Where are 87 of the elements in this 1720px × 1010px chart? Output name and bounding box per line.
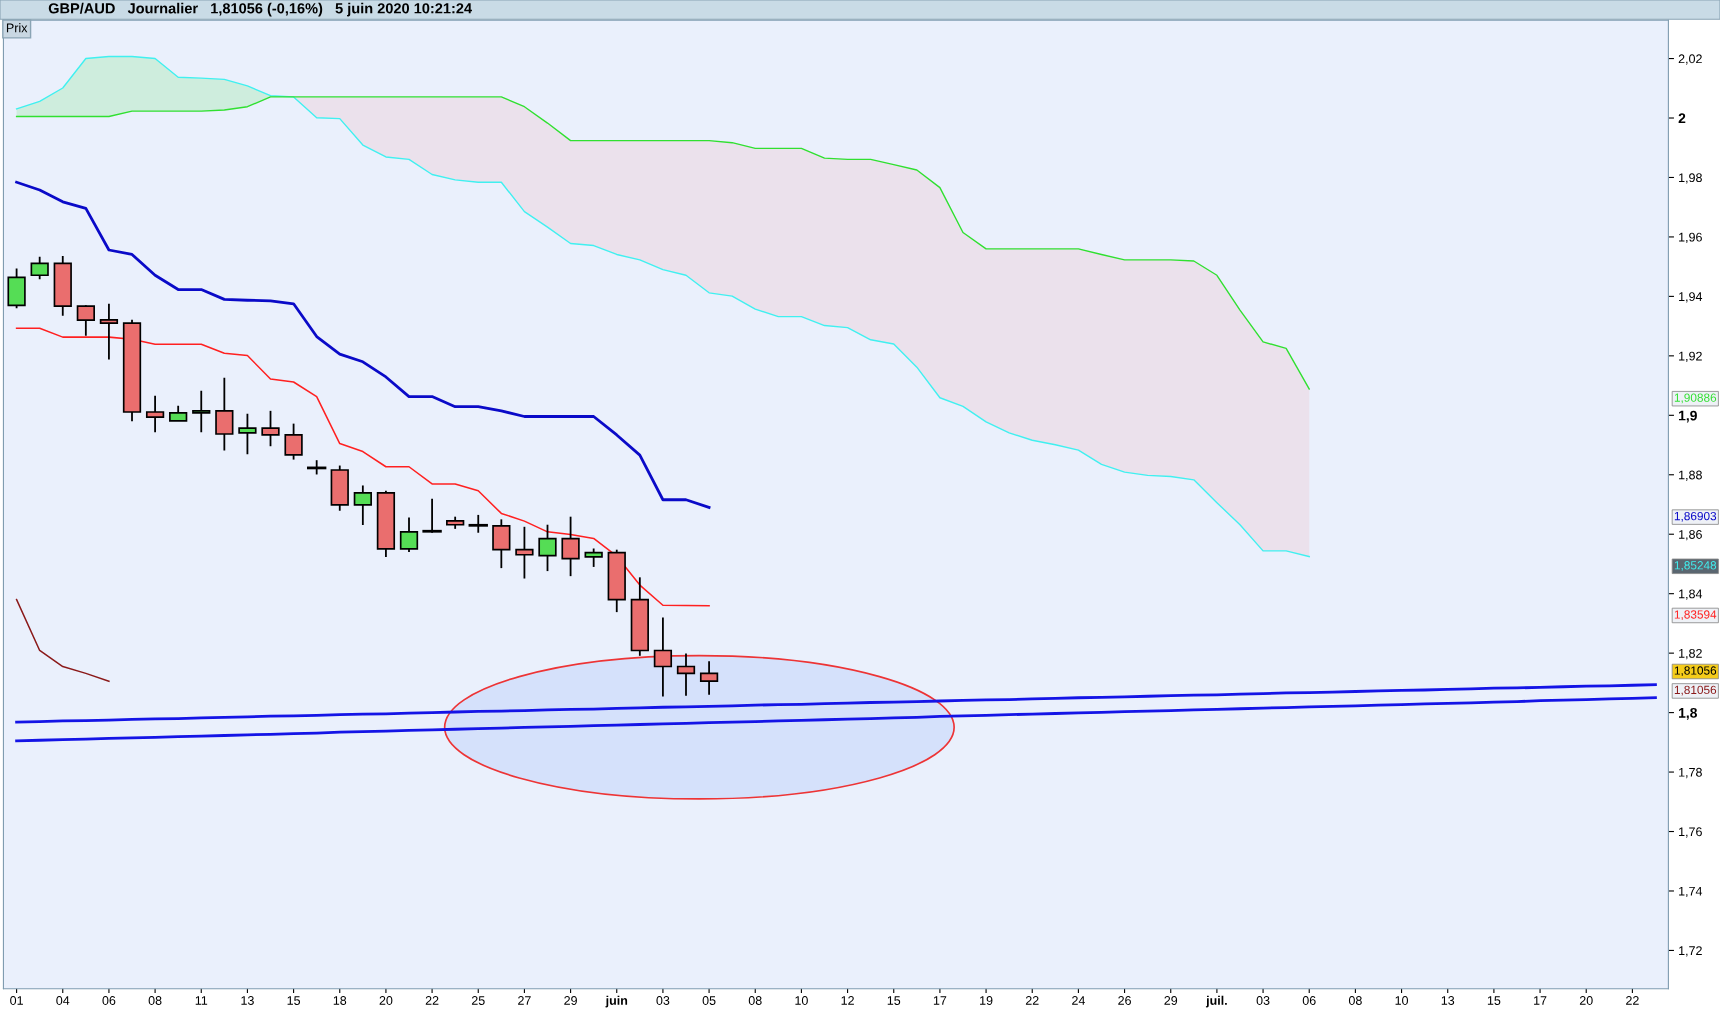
y-tick-label: 2,02 bbox=[1678, 54, 1702, 65]
x-tick-label: 26 bbox=[1118, 996, 1131, 1005]
candlestick bbox=[99, 302, 119, 361]
x-tick-label: 18 bbox=[333, 996, 347, 1005]
x-tick-label: 29 bbox=[564, 996, 577, 1005]
candlestick bbox=[284, 422, 303, 461]
y-tick-label: 1,9 bbox=[1679, 410, 1697, 423]
candlestick bbox=[261, 409, 280, 448]
candlestick bbox=[676, 652, 696, 697]
text: 1,81056 bbox=[1674, 666, 1717, 677]
candlestick bbox=[584, 547, 603, 568]
y-tick-label: 1,82 bbox=[1679, 648, 1702, 660]
x-tick-label: 04 bbox=[56, 996, 70, 1005]
line-series bbox=[15, 683, 1657, 724]
x-tick-label: 03 bbox=[1256, 996, 1270, 1005]
candlestick bbox=[653, 616, 673, 698]
y-tick-label: 1,72 bbox=[1679, 946, 1702, 957]
x-tick-label: 17 bbox=[1534, 996, 1547, 1005]
y-tick-label: 1,8 bbox=[1679, 707, 1697, 720]
x-tick-label: 08 bbox=[748, 996, 762, 1005]
x-tick-label: 20 bbox=[379, 996, 393, 1005]
x-tick-label: 22 bbox=[1626, 996, 1639, 1005]
y-tick-label: 1,76 bbox=[1679, 827, 1702, 838]
x-tick-label: 15 bbox=[887, 996, 901, 1005]
x-tick-label: 12 bbox=[841, 996, 854, 1005]
candlestick bbox=[145, 394, 165, 434]
x-tick-label: juil. bbox=[1205, 995, 1227, 1008]
x-tick-label: 15 bbox=[287, 996, 301, 1005]
x-tick-label: 13 bbox=[1441, 996, 1455, 1005]
y-tick-label: 1,96 bbox=[1679, 232, 1702, 244]
candlestick bbox=[353, 484, 372, 526]
y-tick-label: 1,84 bbox=[1679, 589, 1703, 600]
text: 1,90886 bbox=[1674, 393, 1717, 404]
x-tick-label: 27 bbox=[518, 996, 531, 1005]
candlestick bbox=[238, 412, 257, 456]
candlestick bbox=[399, 516, 419, 553]
x-tick-label: 03 bbox=[656, 996, 670, 1005]
x-tick-label: juin bbox=[605, 995, 628, 1008]
x-tick-label: 22 bbox=[1025, 996, 1039, 1005]
y-axis-title: Prix bbox=[6, 23, 28, 33]
candlestick bbox=[215, 376, 234, 452]
candlestick bbox=[515, 525, 534, 580]
x-tick-label: 10 bbox=[795, 996, 808, 1005]
candlestick bbox=[699, 660, 719, 696]
candlestick bbox=[492, 518, 511, 570]
candlestick bbox=[30, 255, 49, 281]
line-series bbox=[15, 327, 710, 607]
x-tick-label: 05 bbox=[702, 996, 716, 1005]
x-tick-label: 17 bbox=[933, 996, 947, 1005]
line-series bbox=[15, 96, 1310, 390]
line-series bbox=[15, 696, 1657, 743]
x-tick-label: 22 bbox=[425, 996, 439, 1005]
text: 1,86903 bbox=[1674, 511, 1717, 522]
y-tick-label: 1,78 bbox=[1679, 767, 1702, 779]
y-tick-label: 1,74 bbox=[1679, 886, 1703, 898]
x-tick-label: 25 bbox=[471, 996, 485, 1005]
y-tick-label: 1,98 bbox=[1679, 173, 1702, 184]
x-tick-label: 01 bbox=[10, 996, 23, 1005]
x-tick-label: 11 bbox=[195, 996, 208, 1005]
x-tick-label: 06 bbox=[1302, 996, 1316, 1005]
y-tick-label: 1,86 bbox=[1679, 530, 1702, 541]
y-tick-label: 2 bbox=[1678, 113, 1686, 124]
x-tick-label: 08 bbox=[1348, 996, 1362, 1005]
x-tick-label: 13 bbox=[241, 996, 254, 1005]
text: 1,81056 bbox=[1674, 685, 1717, 696]
text: 1,85248 bbox=[1674, 561, 1717, 571]
x-tick-label: 08 bbox=[148, 996, 162, 1005]
x-tick-label: 19 bbox=[980, 996, 993, 1005]
x-tick-label: 20 bbox=[1579, 996, 1593, 1005]
chart-title: GBP/AUD Journalier 1,81056 (-0,16%) 5 juin 2020 10:21:24 bbox=[48, 2, 472, 17]
x-tick-label: 15 bbox=[1487, 996, 1501, 1005]
x-tick-label: 24 bbox=[1072, 996, 1085, 1005]
x-tick-label: 29 bbox=[1164, 996, 1178, 1005]
line-series bbox=[15, 180, 711, 509]
x-tick-label: 10 bbox=[1395, 996, 1409, 1005]
candlestick bbox=[422, 497, 442, 534]
y-tick-label: 1,94 bbox=[1679, 292, 1703, 303]
candlestick bbox=[538, 523, 557, 572]
x-tick-label: 06 bbox=[102, 996, 116, 1005]
line-series bbox=[15, 598, 110, 682]
candlestick bbox=[468, 513, 488, 534]
text: 1,83594 bbox=[1674, 610, 1717, 621]
candlestick bbox=[561, 515, 580, 578]
candlestick bbox=[192, 389, 211, 434]
candlestick bbox=[76, 304, 95, 337]
y-tick-label: 1,92 bbox=[1679, 351, 1702, 362]
y-tick-label: 1,88 bbox=[1679, 470, 1702, 481]
